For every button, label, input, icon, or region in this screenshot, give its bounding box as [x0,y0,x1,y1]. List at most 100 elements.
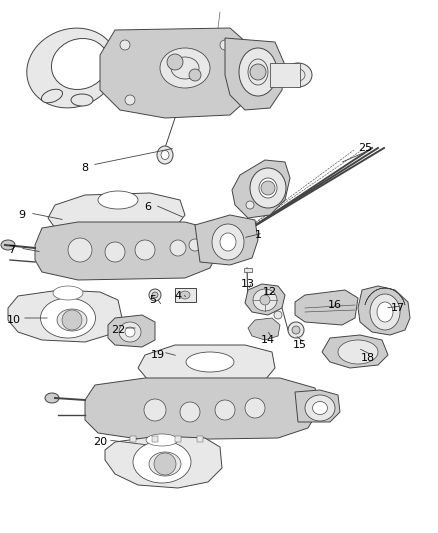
Polygon shape [295,390,340,422]
Text: 12: 12 [263,287,277,297]
Circle shape [170,240,186,256]
Polygon shape [175,288,196,302]
Ellipse shape [239,48,277,96]
Ellipse shape [220,233,236,251]
Ellipse shape [291,69,305,81]
Ellipse shape [45,393,59,403]
Circle shape [245,398,265,418]
Circle shape [274,311,282,319]
Text: 15: 15 [293,340,307,350]
Ellipse shape [51,38,109,90]
Circle shape [215,400,235,420]
Bar [96,228,104,236]
Circle shape [105,242,125,262]
Text: 18: 18 [361,353,375,363]
Polygon shape [35,222,220,280]
Ellipse shape [171,57,199,79]
Ellipse shape [370,294,400,330]
Text: 13: 13 [241,279,255,289]
Text: 25: 25 [358,143,372,153]
Ellipse shape [161,150,169,159]
Text: 10: 10 [7,315,21,325]
Polygon shape [8,290,122,342]
Circle shape [135,240,155,260]
Bar [66,228,74,236]
Ellipse shape [119,322,141,342]
Ellipse shape [57,309,87,331]
Polygon shape [232,160,290,218]
Circle shape [144,399,166,421]
Text: 4: 4 [174,291,182,301]
Ellipse shape [149,452,181,476]
Bar [244,268,252,272]
Text: 19: 19 [151,350,165,360]
Polygon shape [108,315,155,347]
Ellipse shape [212,224,244,260]
Text: 7: 7 [8,245,16,255]
Ellipse shape [71,94,93,106]
Polygon shape [248,318,280,340]
Bar [156,380,164,387]
Ellipse shape [27,28,117,108]
Polygon shape [105,436,222,488]
Circle shape [250,64,266,80]
Circle shape [261,181,275,195]
Circle shape [152,292,158,298]
Polygon shape [245,284,285,315]
Circle shape [260,295,270,305]
Bar [197,436,203,442]
Ellipse shape [305,395,335,421]
Polygon shape [138,345,275,385]
Ellipse shape [338,340,378,364]
Ellipse shape [180,291,190,299]
Polygon shape [100,28,258,118]
Bar [130,436,136,442]
Ellipse shape [250,168,286,208]
Circle shape [62,310,82,330]
Ellipse shape [133,441,191,483]
Circle shape [189,239,201,251]
Bar [144,228,152,236]
Text: 5: 5 [149,295,156,305]
Ellipse shape [253,289,277,311]
Circle shape [154,453,176,475]
Ellipse shape [248,59,268,85]
Circle shape [292,326,300,334]
Circle shape [220,40,230,50]
Polygon shape [322,335,388,368]
Ellipse shape [53,286,83,300]
Text: 6: 6 [145,202,152,212]
Ellipse shape [146,434,178,446]
Circle shape [189,69,201,81]
Ellipse shape [98,191,138,209]
Circle shape [125,95,135,105]
Bar [168,228,176,236]
Polygon shape [225,38,285,110]
Bar [152,436,158,442]
Ellipse shape [377,302,393,322]
Ellipse shape [160,48,210,88]
Polygon shape [48,193,185,233]
Text: 16: 16 [328,300,342,310]
Ellipse shape [40,298,95,338]
Bar [226,380,234,387]
Bar [254,380,262,387]
Text: 17: 17 [391,303,405,313]
Ellipse shape [312,401,328,415]
Text: 8: 8 [81,163,88,173]
Bar [184,380,192,387]
Circle shape [288,322,304,338]
Ellipse shape [259,178,277,198]
Ellipse shape [284,63,312,87]
Text: 1: 1 [254,230,261,240]
Ellipse shape [186,352,234,372]
Text: 20: 20 [93,437,107,447]
Text: 22: 22 [111,325,125,335]
Circle shape [120,40,130,50]
Text: 14: 14 [261,335,275,345]
Text: 9: 9 [18,210,25,220]
Circle shape [180,402,200,422]
Circle shape [167,54,183,70]
Polygon shape [85,378,320,440]
Bar [270,63,300,87]
